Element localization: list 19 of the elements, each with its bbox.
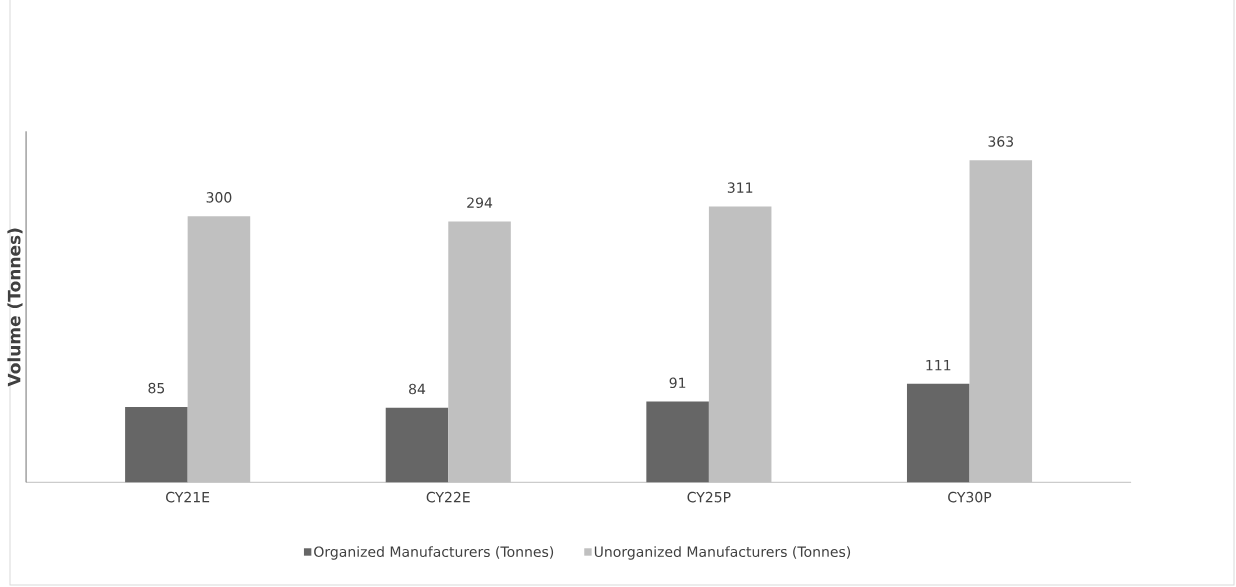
legend-label: Unorganized Manufacturers (Tonnes) (594, 546, 851, 560)
data-label: 84 (409, 383, 426, 395)
legend-label: Organized Manufacturers (Tonnes) (314, 546, 554, 560)
data-label: 294 (467, 197, 493, 208)
x-tick-label: CY21E (166, 491, 210, 503)
bar (646, 401, 709, 483)
y-axis-title: Volume (Tonnes) (7, 228, 23, 387)
x-tick-label: CY22E (426, 491, 470, 503)
bar (385, 407, 449, 483)
x-tick-label: CY30P (948, 491, 992, 503)
bar (906, 383, 970, 483)
data-label: 311 (727, 182, 753, 193)
data-label: 300 (206, 192, 232, 203)
data-label: 85 (148, 382, 165, 394)
data-label: 91 (669, 377, 686, 389)
data-label: 363 (988, 136, 1014, 147)
bar (125, 406, 188, 483)
x-tick-label: CY25P (687, 491, 731, 503)
data-label: 111 (926, 360, 951, 371)
